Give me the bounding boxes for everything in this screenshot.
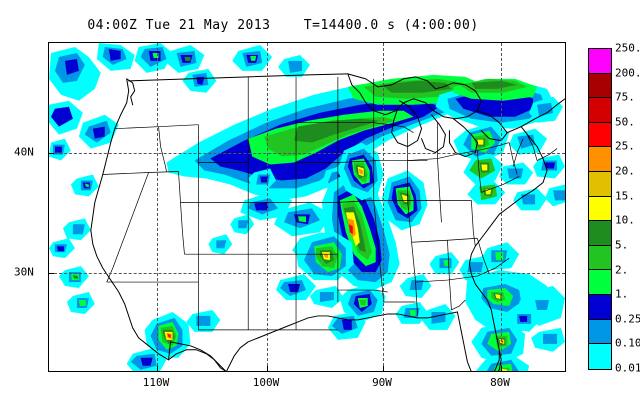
colorbar-band (589, 98, 611, 123)
colorbar-tick-label: 200. (615, 66, 640, 80)
colorbar-tick-label: 5. (615, 238, 629, 252)
colorbar-band (589, 49, 611, 74)
x-axis-label-90w: 90W (372, 376, 392, 389)
colorbar-tick-label: 1. (615, 287, 629, 301)
colorbar-band (589, 196, 611, 222)
colorbar-band (589, 172, 611, 197)
colorbar (588, 48, 612, 370)
x-tick-100w (267, 366, 268, 371)
x-axis-label-80w: 80W (490, 376, 510, 389)
x-tick-110w (157, 366, 158, 371)
precipitation-raster (49, 43, 565, 371)
colorbar-band (589, 147, 611, 173)
colorbar-band (589, 221, 611, 246)
colorbar-band (589, 122, 611, 148)
meridian-90w (383, 43, 384, 371)
meridian-100w (267, 43, 268, 371)
colorbar-band (589, 319, 611, 345)
colorbar-tick-label: 75. (615, 90, 635, 104)
colorbar-tick-label: 25. (615, 139, 635, 153)
parallel-30n (49, 273, 565, 274)
colorbar-band (589, 295, 611, 320)
colorbar-tick-label: 15. (615, 189, 635, 203)
y-axis-label-40n: 40N (14, 145, 34, 159)
x-axis-label-110w: 110W (142, 376, 170, 389)
colorbar-tick-label: 50. (615, 115, 635, 129)
colorbar-tick-label: 20. (615, 164, 635, 178)
colorbar-band (589, 245, 611, 271)
parallel-40n (49, 153, 565, 154)
figure-title: 04:00Z Tue 21 May 2013 T=14400.0 s (4:00… (87, 18, 479, 33)
colorbar-tick-label: 2. (615, 263, 629, 277)
y-tick-40n (49, 153, 54, 154)
colorbar-band (589, 344, 611, 369)
colorbar-band (589, 270, 611, 296)
colorbar-tick-label: 0.25 (615, 312, 640, 326)
x-tick-90w (383, 366, 384, 371)
colorbar-band (589, 73, 611, 99)
y-axis-label-30n: 30N (14, 265, 34, 279)
x-axis-label-100w: 100W (252, 376, 280, 389)
colorbar-tick-label: 250. (615, 41, 640, 55)
y-tick-30n (49, 273, 54, 274)
map-plot-area (48, 42, 566, 372)
colorbar-tick-label: 10. (615, 213, 635, 227)
colorbar-tick-label: 0.10 (615, 336, 640, 350)
meridian-110w (157, 43, 158, 371)
x-tick-80w (501, 366, 502, 371)
colorbar-tick-label: 0.01 (615, 361, 640, 375)
meridian-80w (501, 43, 502, 371)
